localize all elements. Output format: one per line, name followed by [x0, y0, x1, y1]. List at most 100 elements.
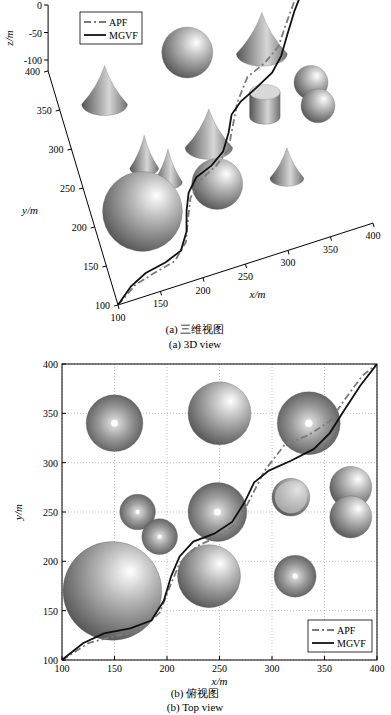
- obstacle-sphere: [178, 545, 241, 608]
- x-tick-label: 350: [317, 663, 332, 674]
- z-axis: [48, 5, 49, 71]
- x-tick-label: 150: [107, 663, 122, 674]
- x-tick: [324, 656, 325, 660]
- x-tick: [272, 656, 273, 660]
- x-tick-label: 200: [160, 663, 175, 674]
- y-tick: [62, 413, 66, 414]
- y-tick: [62, 512, 66, 513]
- figure: 100 150 200 250 300 350 400 100 150 200 250 300 350 4…: [0, 0, 391, 715]
- x-tick-label: 300: [281, 257, 296, 268]
- obstacle-cone: [270, 148, 304, 187]
- obstacle-cylinder: [272, 478, 310, 516]
- y-tick-label: 150: [43, 606, 58, 617]
- z-tick: [44, 60, 48, 61]
- z-tick-label: 0: [37, 0, 42, 11]
- plot-top: 1001502002503003504001001502002503003504…: [12, 359, 385, 687]
- cone-apex: [214, 508, 221, 515]
- obstacle-disc: [188, 382, 251, 445]
- obstacle-sphere: [103, 171, 183, 251]
- y-axis-label: y/m: [12, 504, 24, 521]
- y-tick-label: 400: [43, 359, 58, 370]
- x-tick-label: 200: [196, 285, 211, 296]
- legend-label: MGVF: [337, 638, 366, 649]
- obstacle-cone: [274, 555, 316, 597]
- obstacle-sphere: [192, 158, 243, 209]
- x-tick: [203, 278, 204, 282]
- obstacle-cone: [277, 392, 340, 455]
- obstacle-cone: [142, 519, 178, 555]
- y-tick: [114, 305, 118, 306]
- z-tick-label: -50: [29, 28, 42, 39]
- x-tick: [246, 264, 247, 268]
- x-axis-label: x/m: [249, 288, 266, 300]
- x-tick-label: 350: [323, 244, 338, 255]
- x-tick: [161, 291, 162, 295]
- obstacle-sphere: [162, 27, 213, 78]
- obstacle-disc: [142, 519, 178, 555]
- caption: (a) 三维视图: [166, 323, 225, 336]
- x-tick: [331, 237, 332, 241]
- cone-apex: [293, 574, 298, 579]
- caption-en: (a) 3D view: [169, 338, 222, 351]
- path-line: [62, 364, 377, 660]
- y-tick: [67, 149, 71, 150]
- y-tick: [62, 610, 66, 611]
- x-tick: [219, 656, 220, 660]
- obstacle-disc: [274, 555, 316, 597]
- obstacle-sphere: [188, 382, 251, 445]
- y-tick-label: 250: [43, 507, 58, 518]
- obstacle-sphere: [301, 89, 335, 123]
- x-tick: [118, 305, 119, 309]
- plot-bg: [62, 364, 377, 660]
- y-tick-label: 300: [48, 144, 63, 155]
- x-tick-label: 250: [212, 663, 227, 674]
- y-tick-label: 200: [43, 556, 58, 567]
- z-tick: [44, 32, 48, 33]
- obstacle-disc: [86, 395, 143, 452]
- y-tick: [91, 227, 95, 228]
- obstacle-cone: [185, 109, 233, 159]
- x-tick: [288, 250, 289, 254]
- cone-apex: [135, 510, 139, 514]
- y-tick: [44, 71, 48, 72]
- z-tick: [44, 5, 48, 6]
- y-tick-label: 100: [95, 300, 110, 311]
- legend-label: APF: [337, 625, 356, 636]
- z-axis-label: z/m: [3, 30, 15, 46]
- cone-apex: [305, 419, 313, 427]
- cone-apex: [158, 535, 162, 539]
- cylinder-top: [250, 84, 281, 99]
- legend-label: MGVF: [109, 30, 138, 41]
- x-tick: [114, 656, 115, 660]
- x-tick-label: 400: [370, 663, 385, 674]
- caption-en: (b) Top view: [167, 701, 224, 714]
- x-tick: [373, 223, 374, 227]
- path-line: [118, 0, 303, 305]
- legend-swatch: [312, 629, 334, 631]
- y-tick-label: 100: [43, 655, 58, 666]
- obstacle-disc: [330, 496, 372, 538]
- legend: APF MGVF: [308, 620, 372, 652]
- x-tick-label: 150: [153, 298, 168, 309]
- x-tick-label: 100: [111, 312, 126, 323]
- x-tick-label: 400: [366, 230, 381, 241]
- x-tick-label: 250: [238, 271, 253, 282]
- plot-3d: 1001502002503003504001001502002503003504…: [3, 0, 381, 323]
- x-tick-label: 300: [265, 663, 280, 674]
- y-tick: [62, 561, 66, 562]
- y-tick: [62, 462, 66, 463]
- legend-swatch: [84, 21, 106, 23]
- legend-box: [80, 12, 142, 44]
- y-grid: [62, 462, 377, 463]
- data-area: [62, 364, 377, 660]
- obstacle-disc: [178, 545, 241, 608]
- legend: APFMGVF: [80, 12, 142, 44]
- obstacle-sphere: [330, 496, 372, 538]
- obstacle-disc: [277, 392, 340, 455]
- y-tick-label: 350: [43, 408, 58, 419]
- x-tick: [167, 656, 168, 660]
- y-tick: [56, 110, 60, 111]
- obstacle-disc: [272, 478, 310, 516]
- cylinder-top: [275, 481, 307, 513]
- path-line: [118, 0, 303, 305]
